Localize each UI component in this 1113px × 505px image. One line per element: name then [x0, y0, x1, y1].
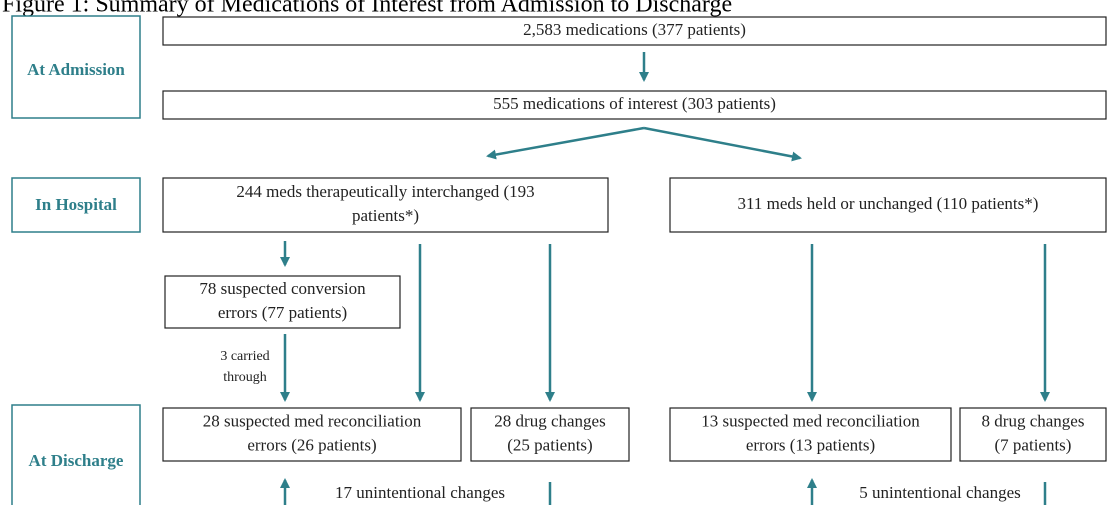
node-text: 2,583 medications (377 patients): [523, 20, 746, 39]
node-text: 28 suspected med reconciliation: [203, 411, 422, 430]
node-text: patients*): [352, 206, 419, 225]
node: 311 meds held or unchanged (110 patients…: [669, 177, 1107, 233]
node-text: 28 drug changes: [494, 411, 605, 430]
stage-label: In Hospital: [35, 195, 117, 214]
stage-label: At Discharge: [29, 451, 124, 470]
node: 555 medications of interest (303 patient…: [162, 90, 1107, 120]
node-box: [669, 177, 1107, 233]
node: 13 suspected med reconciliation errors (1…: [669, 407, 952, 462]
node-box: [669, 407, 952, 462]
node-text: errors (13 patients): [746, 435, 875, 454]
node: 28 drug changes (25 patients): [470, 407, 630, 462]
node-box: [959, 407, 1107, 462]
node: 28 suspected med reconciliation errors (2…: [162, 407, 462, 462]
stage-box: [11, 15, 141, 119]
edge-label: through: [223, 370, 267, 385]
node-text: 555 medications of interest (303 patient…: [493, 94, 776, 113]
node-text: 78 suspected conversion: [199, 279, 366, 298]
stage-box: [11, 404, 141, 505]
node-text: (25 patients): [507, 435, 592, 454]
nodes: 2,583 medications (377 patients) 555 medi…: [162, 16, 1107, 462]
node-text: 13 suspected med reconciliation: [701, 411, 920, 430]
stage-box: [11, 177, 141, 233]
node: 2,583 medications (377 patients): [162, 16, 1107, 46]
arrows: [280, 52, 1050, 505]
node-text: 244 meds therapeutically interchanged (1…: [236, 182, 534, 201]
node-text: errors (26 patients): [247, 435, 376, 454]
node-text: (7 patients): [995, 435, 1072, 454]
node-text: errors (77 patients): [218, 303, 347, 322]
figure-title: Figure 1: Summary of Medications of Inte…: [2, 0, 732, 18]
edge-labels: 3 carried through 17 unintentional changes…: [220, 349, 1020, 502]
edge-label: 17 unintentional changes: [335, 483, 505, 502]
node-text: 8 drug changes: [982, 411, 1085, 430]
node: 8 drug changes (7 patients): [959, 407, 1107, 462]
stage-label: At Admission: [27, 60, 125, 79]
node-box: [162, 407, 462, 462]
edge-label: 3 carried: [220, 349, 269, 364]
node-box: [162, 90, 1107, 120]
node-box: [164, 275, 401, 329]
node: 244 meds therapeutically interchanged (1…: [162, 177, 609, 233]
node-text: 311 meds held or unchanged (110 patients…: [738, 194, 1039, 213]
node-box: [162, 16, 1107, 46]
arrow: [486, 126, 645, 160]
node: 78 suspected conversion errors (77 patien…: [164, 275, 401, 329]
arrow: [643, 126, 802, 162]
node-box: [470, 407, 630, 462]
node-box: [162, 177, 609, 233]
edge-label: 5 unintentional changes: [859, 483, 1020, 502]
